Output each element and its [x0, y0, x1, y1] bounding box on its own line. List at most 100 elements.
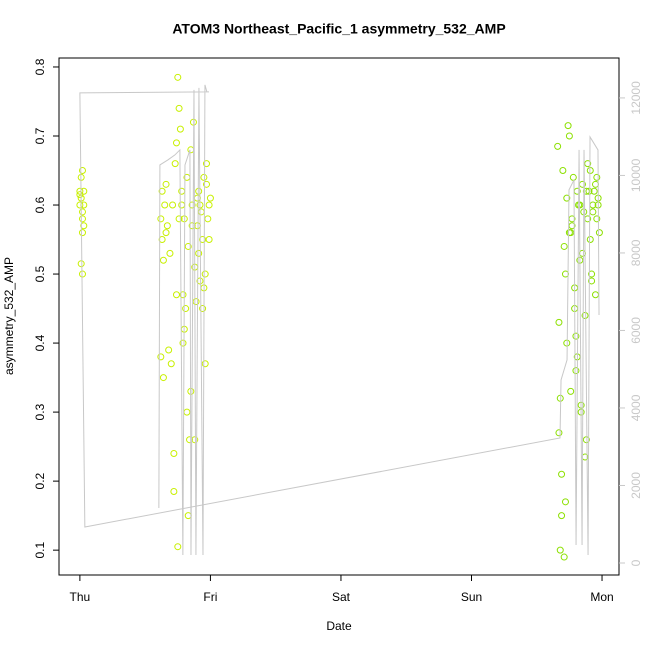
point	[554, 142, 562, 150]
point	[170, 487, 178, 495]
point	[199, 305, 207, 313]
point	[186, 436, 194, 444]
point	[584, 160, 592, 168]
point	[593, 173, 601, 181]
point	[78, 167, 86, 175]
point	[203, 180, 211, 188]
point	[162, 180, 170, 188]
point	[159, 256, 167, 264]
point	[200, 173, 208, 181]
point	[567, 387, 575, 395]
point	[172, 291, 180, 299]
x-axis-label: Date	[326, 619, 352, 633]
point	[80, 222, 88, 230]
y2-tick-label: 12000	[629, 81, 643, 115]
point	[201, 360, 209, 368]
point	[588, 277, 596, 285]
point	[560, 553, 568, 561]
point	[558, 512, 566, 520]
point	[196, 277, 204, 285]
y-tick-label: 0.1	[33, 541, 47, 558]
plot-box	[58, 57, 620, 576]
chart-title: ATOM3 Northeast_Pacific_1 asymmetry_532_…	[172, 21, 505, 37]
y-tick-label: 0.4	[33, 334, 47, 351]
point	[78, 229, 86, 237]
point	[565, 132, 573, 140]
point	[572, 367, 580, 375]
point	[77, 260, 85, 268]
point	[572, 332, 580, 340]
point	[174, 543, 182, 551]
point	[78, 208, 86, 216]
point	[159, 374, 167, 382]
point	[586, 236, 594, 244]
point	[205, 201, 213, 209]
point	[558, 470, 566, 478]
x-tick-label: Thu	[70, 590, 91, 604]
point	[172, 139, 180, 147]
point	[76, 191, 84, 199]
y2-tick-label: 6000	[629, 317, 643, 344]
point	[199, 236, 207, 244]
point	[581, 311, 589, 319]
y-tick-label: 0.5	[33, 265, 47, 282]
point	[158, 187, 166, 195]
y-tick-label: 0.2	[33, 472, 47, 489]
point	[170, 450, 178, 458]
point	[195, 249, 203, 257]
y2-tick-label: 0	[629, 559, 643, 566]
point	[556, 546, 564, 554]
y2-tick-label: 10000	[629, 158, 643, 192]
point	[161, 201, 169, 209]
point	[184, 242, 192, 250]
point	[157, 215, 165, 223]
point	[560, 242, 568, 250]
point	[590, 187, 598, 195]
point	[582, 436, 590, 444]
y-tick-label: 0.3	[33, 403, 47, 420]
x-tick-label: Mon	[590, 590, 613, 604]
point	[188, 201, 196, 209]
point	[555, 429, 563, 437]
point	[76, 187, 84, 195]
point	[559, 167, 567, 175]
point	[563, 194, 571, 202]
line	[79, 84, 600, 556]
point	[175, 215, 183, 223]
point	[167, 360, 175, 368]
point	[78, 215, 86, 223]
point	[201, 270, 209, 278]
point	[564, 122, 572, 130]
x-tick-label: Fri	[203, 590, 217, 604]
point	[179, 339, 187, 347]
point	[171, 160, 179, 168]
point	[205, 236, 213, 244]
point	[182, 305, 190, 313]
point	[78, 270, 86, 278]
point	[203, 160, 211, 168]
point	[188, 222, 196, 230]
point	[179, 291, 187, 299]
point	[158, 236, 166, 244]
point	[157, 353, 165, 361]
y-tick-label: 0.8	[33, 58, 47, 75]
y2-tick-label: 4000	[629, 394, 643, 421]
point	[593, 215, 601, 223]
point	[162, 229, 170, 237]
point	[561, 498, 569, 506]
point	[585, 187, 593, 195]
point	[76, 201, 84, 209]
y-tick-label: 0.7	[33, 127, 47, 144]
point	[588, 270, 596, 278]
point	[555, 318, 563, 326]
point	[174, 73, 182, 81]
point	[163, 222, 171, 230]
y2-tick-label: 8000	[629, 239, 643, 266]
point	[595, 229, 603, 237]
x-tick-label: Sun	[461, 590, 482, 604]
y2-tick-label: 2000	[629, 472, 643, 499]
y-tick-label: 0.6	[33, 196, 47, 213]
point	[169, 201, 177, 209]
point	[206, 194, 214, 202]
